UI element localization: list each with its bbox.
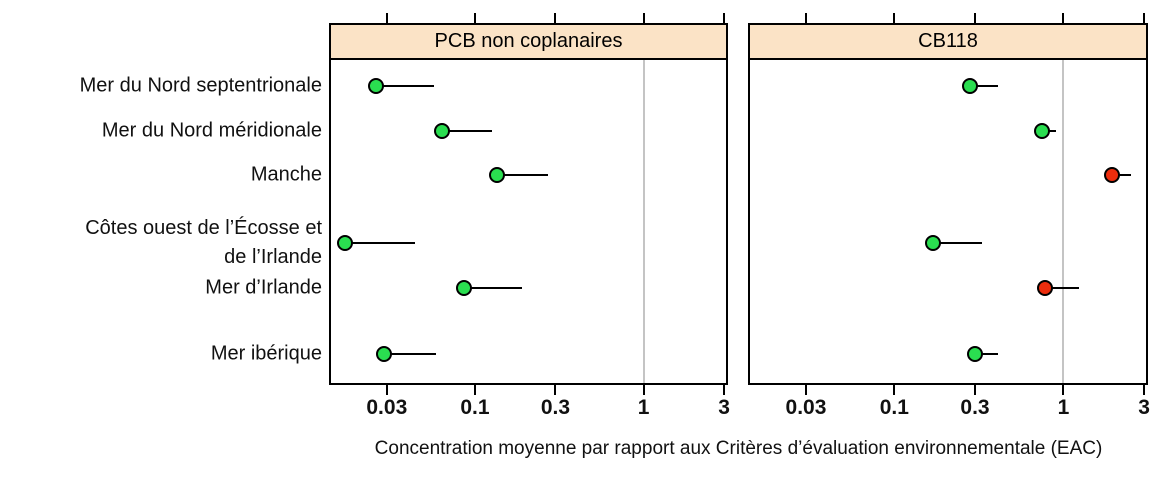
y-category-label: Mer du Nord septentrionale xyxy=(79,74,322,97)
y-category-label: Côtes ouest de l’Écosse et de l’Irlande xyxy=(85,217,322,268)
x-tick-label: 0.3 xyxy=(540,396,571,419)
y-category-label: Mer d’Irlande xyxy=(205,276,322,299)
x-tick-top xyxy=(1062,13,1065,23)
data-point xyxy=(967,345,983,362)
whisker xyxy=(463,287,522,289)
reference-line xyxy=(1062,60,1065,383)
x-tick-bottom xyxy=(974,385,976,395)
y-category-label: Mer ibérique xyxy=(210,342,322,365)
x-tick-top xyxy=(893,13,896,23)
x-tick-top xyxy=(804,13,807,23)
whisker xyxy=(1045,287,1079,289)
whisker xyxy=(384,352,437,355)
panel-pcb-non-coplanaires: PCB non coplanaires xyxy=(329,23,728,385)
x-tick-bottom xyxy=(723,385,726,395)
x-tick-top xyxy=(385,13,388,23)
whisker xyxy=(376,84,434,87)
x-tick-bottom xyxy=(804,385,807,395)
panel-header-pcb: PCB non coplanaires xyxy=(331,25,726,60)
x-tick-label: 0.1 xyxy=(460,396,490,419)
whisker xyxy=(345,242,415,244)
x-tick-label: 1 xyxy=(1057,396,1070,419)
data-point xyxy=(1034,122,1051,139)
x-tick-label: 1 xyxy=(637,396,650,419)
data-point xyxy=(1104,166,1121,183)
data-point xyxy=(376,345,393,362)
x-tick-bottom xyxy=(473,385,476,395)
data-point xyxy=(961,77,978,94)
whisker xyxy=(1112,173,1131,176)
x-tick-bottom xyxy=(893,385,896,395)
x-tick-top xyxy=(974,13,976,23)
whisker xyxy=(496,173,548,176)
panel-title-pcb: PCB non coplanaires xyxy=(434,30,623,52)
x-tick-label: 0.3 xyxy=(960,396,990,419)
panel-header-cb118: CB118 xyxy=(750,25,1146,60)
x-tick-label: 0.03 xyxy=(785,396,827,419)
whisker xyxy=(969,84,998,87)
reference-line xyxy=(642,60,645,383)
data-point xyxy=(337,235,354,251)
panel-title-cb118: CB118 xyxy=(918,30,978,52)
x-tick-bottom xyxy=(554,385,557,395)
data-point xyxy=(1037,280,1054,296)
data-point xyxy=(368,77,385,94)
x-tick-top xyxy=(1143,13,1146,23)
plot-area-pcb xyxy=(331,60,726,383)
x-tick-label: 0.03 xyxy=(366,396,408,419)
x-tick-bottom xyxy=(385,385,388,395)
x-tick-label: 3 xyxy=(718,396,730,419)
data-point xyxy=(925,235,942,251)
x-tick-top xyxy=(554,13,557,23)
panel-cb118: CB118 xyxy=(748,23,1148,385)
plot-area-cb118 xyxy=(750,60,1146,383)
x-tick-bottom xyxy=(642,385,645,395)
x-tick-bottom xyxy=(1062,385,1065,395)
y-category-label: Manche xyxy=(250,163,322,186)
x-tick-bottom xyxy=(1143,385,1146,395)
x-tick-top xyxy=(642,13,645,23)
data-point xyxy=(488,166,505,183)
whisker xyxy=(442,129,492,132)
whisker xyxy=(975,352,998,355)
data-point xyxy=(455,280,472,296)
whisker xyxy=(933,242,982,244)
x-tick-label: 0.1 xyxy=(879,396,909,419)
x-tick-top xyxy=(723,13,726,23)
x-tick-top xyxy=(473,13,476,23)
x-tick-label: 3 xyxy=(1138,396,1150,419)
x-axis-title: Concentration moyenne par rapport aux Cr… xyxy=(374,438,1103,459)
data-point xyxy=(434,122,451,139)
y-category-label: Mer du Nord méridionale xyxy=(101,119,322,142)
